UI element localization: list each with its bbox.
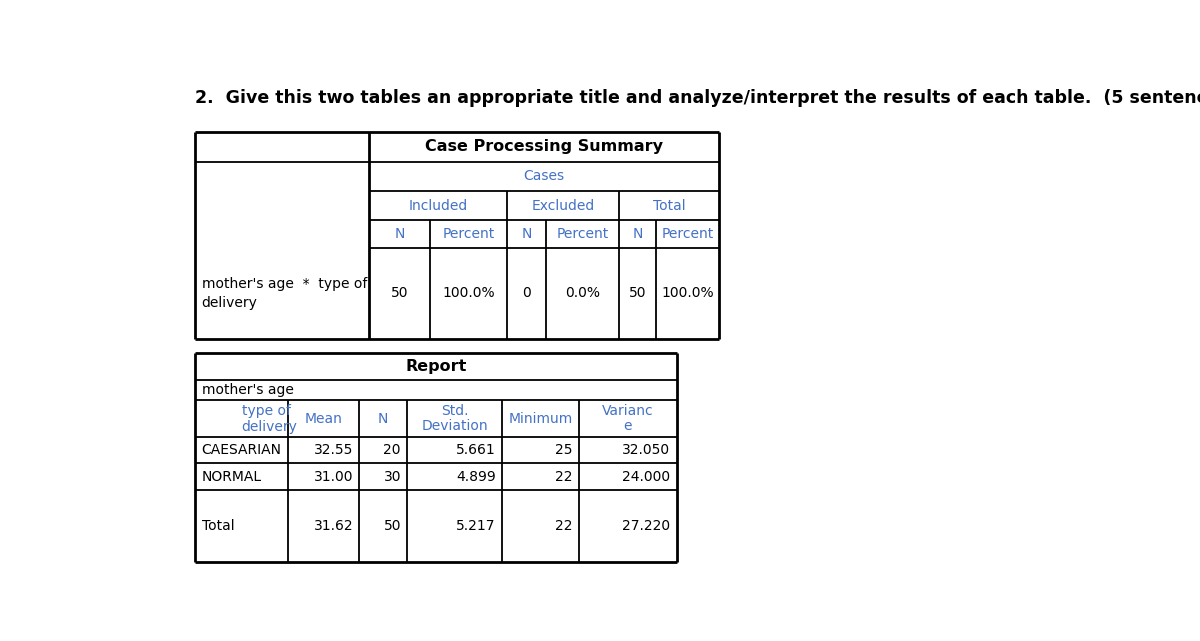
Text: 27.220: 27.220 bbox=[623, 519, 671, 533]
Text: Included: Included bbox=[408, 199, 468, 213]
Text: Report: Report bbox=[406, 358, 467, 374]
Text: 5.217: 5.217 bbox=[456, 519, 496, 533]
Text: Std.: Std. bbox=[440, 404, 468, 418]
Text: Percent: Percent bbox=[661, 227, 714, 241]
Text: N: N bbox=[395, 227, 404, 241]
Text: Mean: Mean bbox=[305, 412, 342, 426]
Text: 4.899: 4.899 bbox=[456, 470, 496, 484]
Text: 5.661: 5.661 bbox=[456, 444, 496, 458]
Text: 2.  Give this two tables an appropriate title and analyze/interpret the results : 2. Give this two tables an appropriate t… bbox=[196, 90, 1200, 108]
Text: 100.0%: 100.0% bbox=[443, 287, 496, 300]
Text: Minimum: Minimum bbox=[508, 412, 572, 426]
Text: mother's age  *  type of: mother's age * type of bbox=[202, 277, 367, 291]
Text: 50: 50 bbox=[384, 519, 401, 533]
Text: 20: 20 bbox=[384, 444, 401, 458]
Text: 31.00: 31.00 bbox=[313, 470, 353, 484]
Text: N: N bbox=[378, 412, 389, 426]
Text: CAESARIAN: CAESARIAN bbox=[202, 444, 282, 458]
Text: 30: 30 bbox=[384, 470, 401, 484]
Text: NORMAL: NORMAL bbox=[202, 470, 262, 484]
Text: 22: 22 bbox=[556, 470, 572, 484]
Text: 0.0%: 0.0% bbox=[565, 287, 600, 300]
Text: 50: 50 bbox=[629, 287, 646, 300]
Text: type of: type of bbox=[241, 404, 290, 418]
Text: N: N bbox=[632, 227, 642, 241]
Text: 100.0%: 100.0% bbox=[661, 287, 714, 300]
Text: Deviation: Deviation bbox=[421, 419, 487, 433]
Text: Total: Total bbox=[653, 199, 685, 213]
Text: 31.62: 31.62 bbox=[313, 519, 353, 533]
Text: Excluded: Excluded bbox=[532, 199, 595, 213]
Text: Cases: Cases bbox=[523, 169, 564, 183]
Text: 50: 50 bbox=[391, 287, 408, 300]
Text: 32.050: 32.050 bbox=[623, 444, 671, 458]
Text: Varianc: Varianc bbox=[602, 404, 654, 418]
Text: Case Processing Summary: Case Processing Summary bbox=[425, 140, 662, 154]
Text: delivery: delivery bbox=[241, 419, 298, 433]
Text: Percent: Percent bbox=[443, 227, 494, 241]
Text: 22: 22 bbox=[556, 519, 572, 533]
Text: e: e bbox=[624, 419, 632, 433]
Text: 0: 0 bbox=[522, 287, 530, 300]
Text: 25: 25 bbox=[556, 444, 572, 458]
Text: delivery: delivery bbox=[202, 296, 257, 310]
Text: 24.000: 24.000 bbox=[623, 470, 671, 484]
Text: mother's age: mother's age bbox=[202, 383, 293, 397]
Text: Total: Total bbox=[202, 519, 234, 533]
Text: Percent: Percent bbox=[556, 227, 608, 241]
Text: 32.55: 32.55 bbox=[314, 444, 353, 458]
Text: N: N bbox=[521, 227, 532, 241]
